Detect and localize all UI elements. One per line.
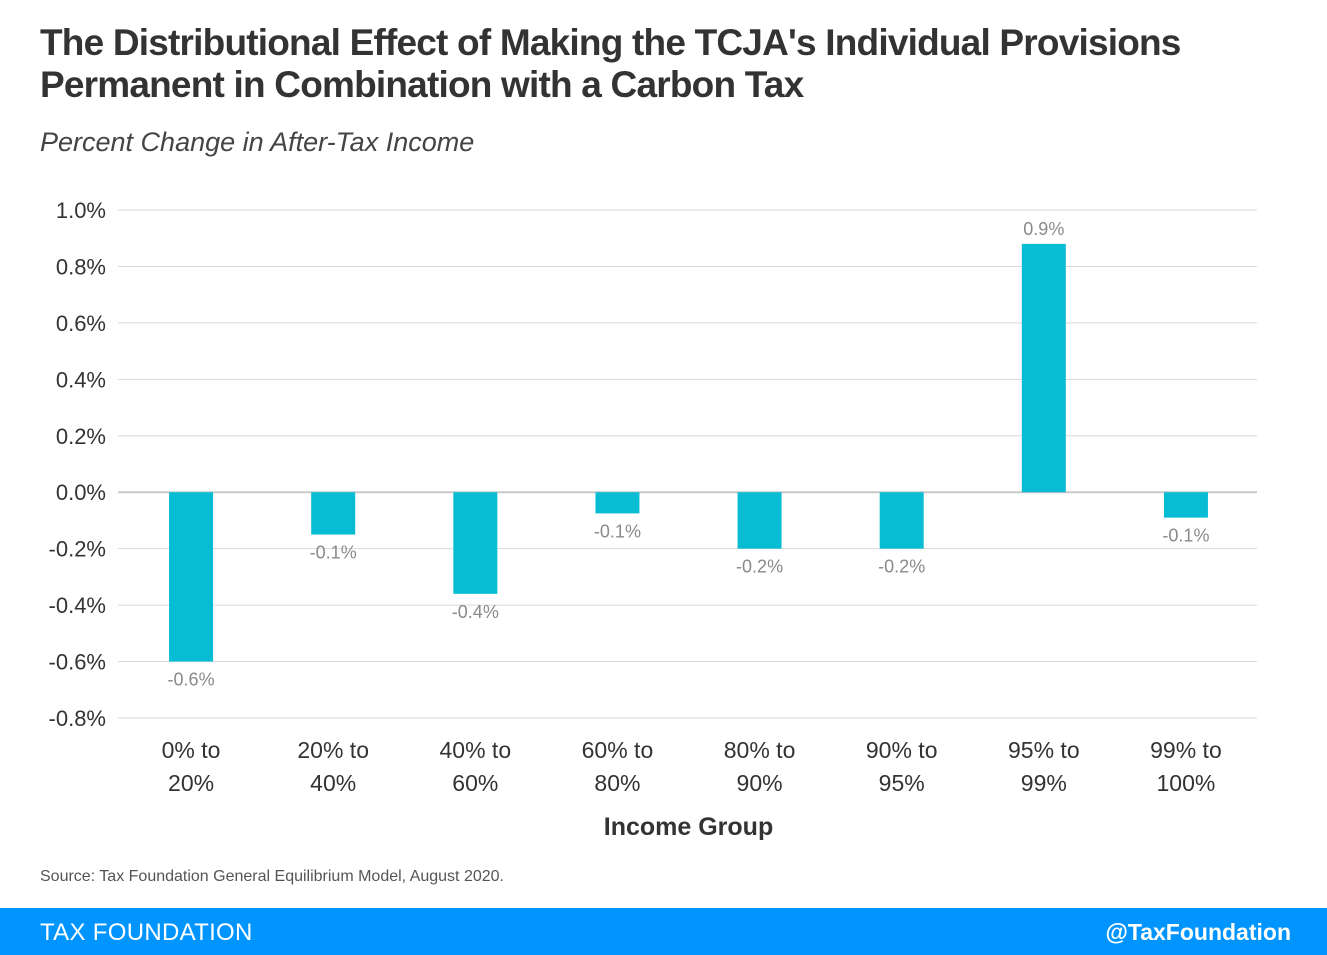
- footer-bar: TAX FOUNDATION @TaxFoundation: [0, 908, 1327, 955]
- y-tick-label: -0.4%: [49, 593, 106, 618]
- y-tick-label: 0.2%: [56, 424, 106, 449]
- x-tick-label: 100%: [1157, 770, 1216, 796]
- data-label: -0.2%: [736, 557, 783, 577]
- chart-title-line-2: Permanent in Combination with a Carbon T…: [40, 64, 804, 105]
- x-tick-label: 99% to: [1150, 737, 1222, 763]
- data-label: -0.1%: [594, 521, 641, 541]
- bar: [1021, 243, 1066, 493]
- y-tick-label: 0.8%: [56, 254, 106, 279]
- bar: [879, 492, 924, 549]
- y-tick-label: -0.2%: [49, 537, 106, 562]
- x-tick-label: 99%: [1021, 770, 1067, 796]
- y-tick-label: -0.8%: [49, 706, 106, 731]
- y-tick-label: 0.0%: [56, 480, 106, 505]
- x-tick-label: 80%: [594, 770, 640, 796]
- data-label: 0.9%: [1023, 219, 1064, 239]
- x-tick-label: 20% to: [297, 737, 369, 763]
- x-tick-label: 40% to: [440, 737, 512, 763]
- y-tick-label: 0.6%: [56, 311, 106, 336]
- x-tick-label: 40%: [310, 770, 356, 796]
- data-label: -0.1%: [1162, 526, 1209, 546]
- x-tick-label: 90% to: [866, 737, 938, 763]
- data-label: -0.4%: [452, 602, 499, 622]
- bar: [737, 492, 782, 549]
- footer-brand: TAX FOUNDATION: [40, 919, 253, 946]
- bar: [311, 492, 356, 535]
- x-tick-label: 90%: [737, 770, 783, 796]
- data-label: -0.1%: [310, 543, 357, 563]
- footer-handle[interactable]: @TaxFoundation: [1105, 919, 1291, 945]
- y-tick-label: -0.6%: [49, 650, 106, 675]
- x-tick-label: 80% to: [724, 737, 796, 763]
- y-tick-label: 0.4%: [56, 367, 106, 392]
- x-tick-label: 20%: [168, 770, 214, 796]
- bar: [595, 492, 640, 514]
- x-tick-label: 0% to: [162, 737, 221, 763]
- chart-subtitle: Percent Change in After-Tax Income: [40, 127, 475, 157]
- x-tick-label: 60% to: [582, 737, 654, 763]
- data-label: -0.6%: [168, 670, 215, 690]
- bar: [453, 492, 498, 594]
- x-tick-label: 95%: [879, 770, 925, 796]
- bar: [169, 492, 214, 662]
- x-tick-label: 95% to: [1008, 737, 1080, 763]
- x-tick-label: 60%: [452, 770, 498, 796]
- y-tick-label: 1.0%: [56, 198, 106, 223]
- source-note: Source: Tax Foundation General Equilibri…: [40, 868, 504, 885]
- x-axis-title: Income Group: [604, 813, 773, 841]
- chart-title-line-1: The Distributional Effect of Making the …: [40, 22, 1181, 63]
- data-label: -0.2%: [878, 557, 925, 577]
- bar: [1163, 492, 1208, 518]
- chart-title: The Distributional Effect of Making the …: [40, 22, 1300, 106]
- bar-chart: 1.0% 0.8% 0.6% 0.4% 0.2% 0.0% -0.2% -0.4% -0.6% -…: [49, 198, 1257, 841]
